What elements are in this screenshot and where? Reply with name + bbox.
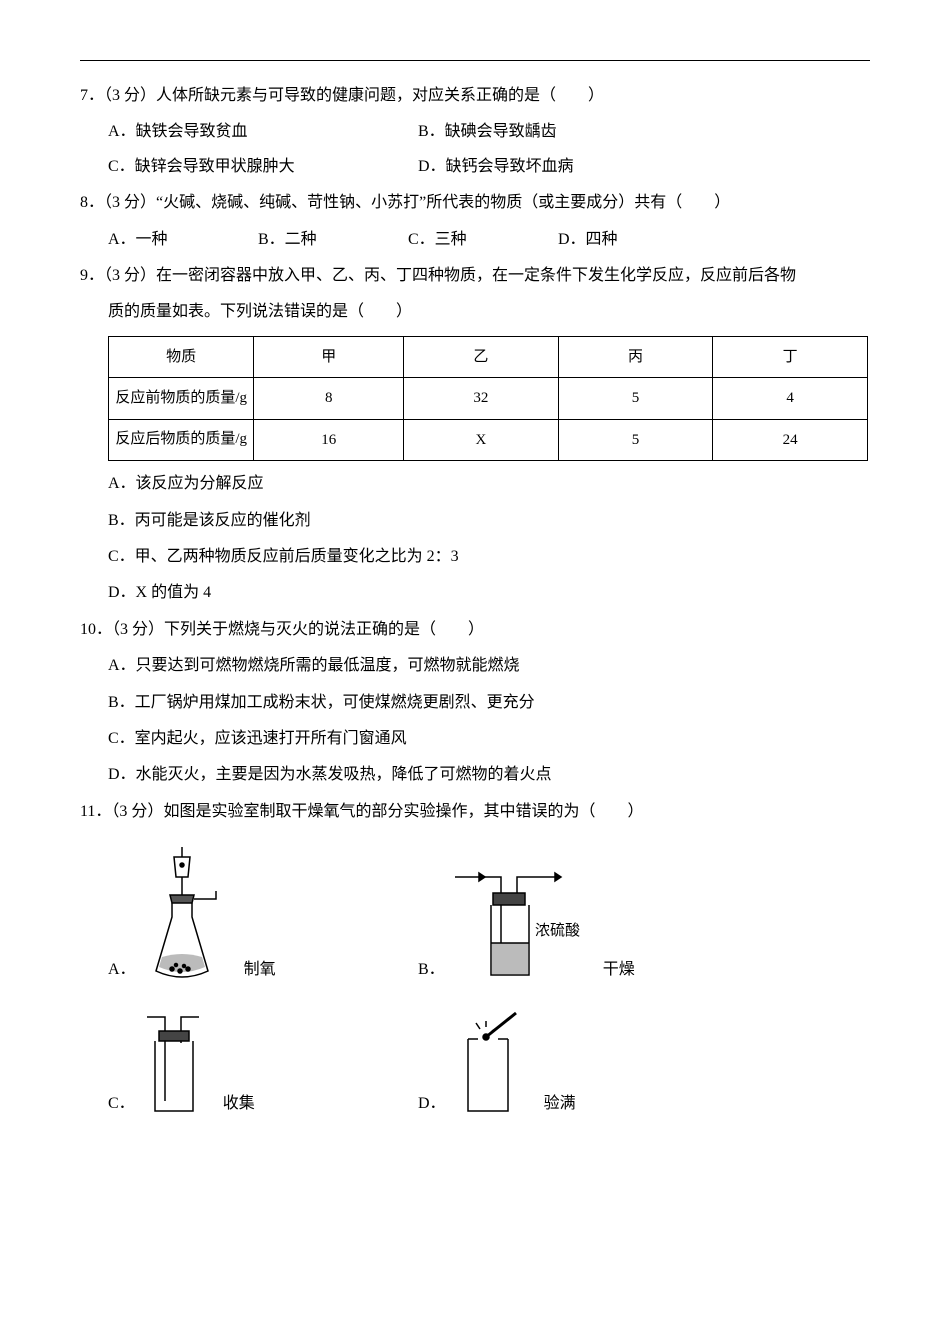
q8-opt-d: D．四种 [558, 225, 708, 255]
q11-d-letter: D． [418, 1089, 446, 1119]
q9-th-3: 丙 [558, 336, 713, 378]
q9-table: 物质 甲 乙 丙 丁 反应前物质的质量/g 8 32 5 4 反应后物质的质量/… [108, 336, 868, 462]
test-full-icon [452, 1009, 532, 1119]
q8-row: A．一种 B．二种 C．三种 D．四种 [108, 225, 870, 255]
q9-r2-2: 5 [558, 419, 713, 461]
flask-apparatus-icon [142, 845, 232, 985]
q10-points: （3 分） [112, 621, 164, 638]
collection-bottle-icon [141, 1009, 211, 1119]
q7-points: （3 分） [104, 87, 156, 104]
q9-r2-3: 24 [713, 419, 868, 461]
q11-c-caption: 收集 [223, 1089, 255, 1119]
q9-th-1: 甲 [254, 336, 404, 378]
q10-opt-c: C．室内起火，应该迅速打开所有门窗通风 [108, 724, 870, 754]
q9-th-2: 乙 [404, 336, 559, 378]
q9-table-header-row: 物质 甲 乙 丙 丁 [109, 336, 868, 378]
q8-opt-c: C．三种 [408, 225, 558, 255]
q9-num: 9． [80, 267, 104, 284]
q9-opt-c: C．甲、乙两种物质反应前后质量变化之比为 2：3 [108, 542, 870, 572]
q9-table-row1: 反应前物质的质量/g 8 32 5 4 [109, 378, 868, 420]
q7-opt-a: A．缺铁会导致贫血 [108, 117, 418, 147]
q9-th-4: 丁 [713, 336, 868, 378]
q8-opt-b: B．二种 [258, 225, 408, 255]
q8-stem: 8．（3 分）“火碱、烧碱、纯碱、苛性钠、小苏打”所代表的物质（或主要成分）共有… [80, 188, 870, 218]
q7-opt-d: D．缺钙会导致坏血病 [418, 152, 728, 182]
q7-opt-c: C．缺锌会导致甲状腺肿大 [108, 152, 418, 182]
top-rule [80, 60, 870, 61]
q9-r1-0: 8 [254, 378, 404, 420]
q11-opt-d: D． 验满 [418, 1009, 728, 1119]
q7-opt-b: B．缺碘会导致龋齿 [418, 117, 728, 147]
q9-r2-label: 反应后物质的质量/g [109, 419, 254, 461]
q11-b-letter: B． [418, 955, 445, 985]
q8-points: （3 分） [104, 194, 156, 211]
q9-table-row2: 反应后物质的质量/g 16 X 5 24 [109, 419, 868, 461]
q11-num: 11． [80, 803, 111, 820]
q11-c-letter: C． [108, 1089, 135, 1119]
q7-row2: C．缺锌会导致甲状腺肿大 D．缺钙会导致坏血病 [108, 152, 870, 182]
q7-row1: A．缺铁会导致贫血 B．缺碘会导致龋齿 [108, 117, 870, 147]
q7-stem: 7．（3 分）人体所缺元素与可导致的健康问题，对应关系正确的是（ ） [80, 81, 870, 111]
q9-opt-b: B．丙可能是该反应的催化剂 [108, 506, 870, 536]
q9-stem1: 9．（3 分）在一密闭容器中放入甲、乙、丙、丁四种物质，在一定条件下发生化学反应… [80, 261, 870, 291]
q11-points: （3 分） [111, 803, 163, 820]
q10-opt-d: D．水能灭火，主要是因为水蒸发吸热，降低了可燃物的着火点 [108, 760, 870, 790]
q9-r2-0: 16 [254, 419, 404, 461]
q8-opt-a: A．一种 [108, 225, 258, 255]
q9-r1-1: 32 [404, 378, 559, 420]
q11-opt-b: B． 浓硫酸 干燥 [418, 845, 728, 985]
q10-opt-a: A．只要达到可燃物燃烧所需的最低温度，可燃物就能燃烧 [108, 651, 870, 681]
q7-num: 7． [80, 87, 104, 104]
q10-text: 下列关于燃烧与灭火的说法正确的是（ ） [164, 621, 484, 638]
q9-th-0: 物质 [109, 336, 254, 378]
q9-r1-label: 反应前物质的质量/g [109, 378, 254, 420]
q11-opt-c: C． 收集 [108, 1009, 418, 1119]
q9-text1: 在一密闭容器中放入甲、乙、丙、丁四种物质，在一定条件下发生化学反应，反应前后各物 [156, 267, 796, 284]
q10-opt-b: B．工厂锅炉用煤加工成粉末状，可使煤燃烧更剧烈、更充分 [108, 688, 870, 718]
q10-num: 10． [80, 621, 112, 638]
q9-r1-3: 4 [713, 378, 868, 420]
q11-a-caption: 制氧 [244, 955, 276, 985]
q8-num: 8． [80, 194, 104, 211]
q9-opt-d: D．X 的值为 4 [108, 578, 870, 608]
q9-r1-2: 5 [558, 378, 713, 420]
q7-text: 人体所缺元素与可导致的健康问题，对应关系正确的是（ ） [156, 87, 604, 104]
q9-stem2: 质的质量如表。下列说法错误的是（ ） [108, 297, 870, 327]
q11-text: 如图是实验室制取干燥氧气的部分实验操作，其中错误的为（ ） [163, 803, 643, 820]
q11-a-letter: A． [108, 955, 136, 985]
q11-image-options: A． [108, 833, 870, 1131]
q11-b-caption: 干燥 [603, 955, 635, 985]
drying-bottle-icon: 浓硫酸 [451, 865, 591, 985]
q11-opt-a: A． [108, 845, 418, 985]
q9-opt-a: A．该反应为分解反应 [108, 469, 870, 499]
sulfuric-acid-label: 浓硫酸 [535, 922, 580, 939]
q9-points: （3 分） [104, 267, 156, 284]
q11-d-caption: 验满 [544, 1089, 576, 1119]
q11-stem: 11．（3 分）如图是实验室制取干燥氧气的部分实验操作，其中错误的为（ ） [80, 797, 870, 827]
q9-r2-1: X [404, 419, 559, 461]
q10-stem: 10．（3 分）下列关于燃烧与灭火的说法正确的是（ ） [80, 615, 870, 645]
q8-text: “火碱、烧碱、纯碱、苛性钠、小苏打”所代表的物质（或主要成分）共有（ ） [156, 194, 730, 211]
